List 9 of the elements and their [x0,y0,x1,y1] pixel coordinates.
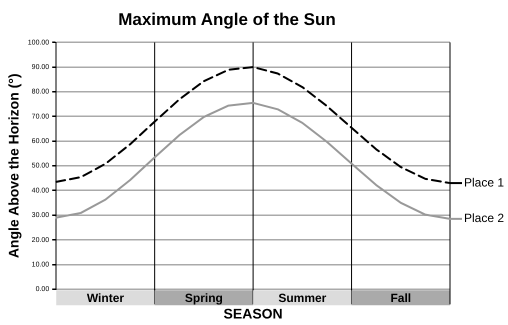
legend-label: Place 2 [464,211,504,226]
text: Winter [86,291,124,306]
y-axis-title: Angle Above the Horizon (°) [5,73,22,258]
legend-label: Place 1 [464,175,504,190]
text: Spring [184,291,223,306]
text: Fall [390,291,412,306]
text: Summer [278,291,327,306]
x-axis-title: SEASON [224,305,283,322]
chart-title: Maximum Angle of the Sun [118,10,336,29]
